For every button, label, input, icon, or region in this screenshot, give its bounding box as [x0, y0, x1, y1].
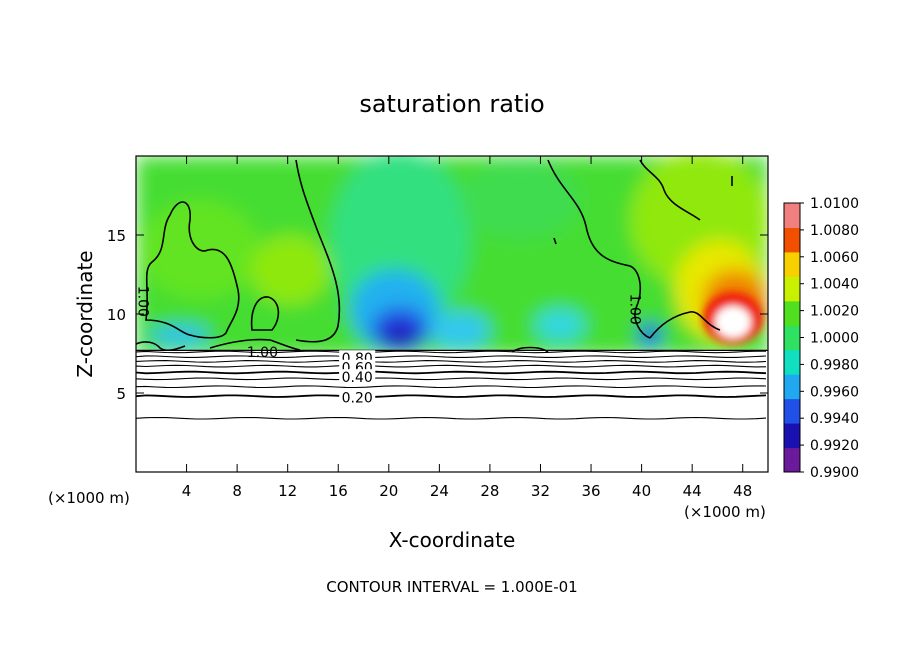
contour-interval-footer: CONTOUR INTERVAL = 1.000E-01 — [326, 578, 577, 596]
chart-title: saturation ratio — [359, 90, 544, 118]
colorbar-segment-10 — [784, 203, 800, 228]
x-tick-label-28: 28 — [480, 482, 499, 500]
colorbar-label-3: 0.9960 — [810, 384, 859, 400]
colorbar-segment-5 — [784, 325, 800, 351]
colorbar-label-9: 1.0080 — [810, 223, 859, 239]
colorbar-label-8: 1.0060 — [810, 250, 859, 266]
isoline-1 — [136, 394, 767, 398]
x-tick-label-40: 40 — [632, 482, 651, 500]
contour-label-0: 1.00 — [135, 286, 151, 317]
field-blob-6 — [430, 312, 490, 348]
contour-labels: 1.00 1.001.00 0.800.600.400.20 — [135, 286, 643, 407]
isoline-3 — [136, 377, 767, 381]
y-tick-label-5: 5 — [116, 385, 126, 403]
colorbar-label-4: 0.9980 — [810, 357, 859, 373]
field-blob-1 — [250, 235, 330, 305]
x-tick-label-36: 36 — [581, 482, 600, 500]
isoline-7 — [136, 355, 767, 358]
contour-label-2: 1.00 — [247, 345, 278, 361]
isoline-0 — [136, 416, 767, 420]
colorbar-segment-6 — [784, 300, 800, 326]
x-axis: 4 8 12 16 20 24 28 32 36 40 44 48 — [182, 156, 752, 500]
colorbar-segment-7 — [784, 276, 800, 302]
isoline-6 — [136, 360, 767, 363]
colorbar-segment-2 — [784, 398, 800, 424]
x-unit-right: (×1000 m) — [684, 503, 766, 521]
field-blob-8 — [460, 160, 580, 240]
x-unit-left: (×1000 m) — [48, 489, 130, 507]
supersat-center — [715, 306, 751, 338]
colorbar-segment-4 — [784, 349, 800, 375]
isoline-5 — [136, 364, 767, 368]
isoline-2 — [136, 385, 767, 389]
colorbar-label-5: 1.0000 — [810, 331, 859, 347]
x-tick-label-16: 16 — [329, 482, 348, 500]
y-tick-label-10: 10 — [107, 306, 126, 324]
field-blob-13 — [150, 325, 210, 345]
plot-area — [136, 156, 768, 472]
field-blob-7 — [535, 309, 585, 341]
contour-label-6: 0.20 — [342, 391, 373, 407]
x-axis-label: X-coordinate — [389, 528, 516, 552]
colorbar-segment-8 — [784, 251, 800, 277]
y-axis: 5 10 15 — [107, 227, 768, 403]
x-tick-label-12: 12 — [278, 482, 297, 500]
x-tick-label-20: 20 — [379, 482, 398, 500]
isoline-8 — [136, 350, 766, 354]
colorbar-segment-9 — [784, 227, 800, 253]
colorbar-label-2: 0.9940 — [810, 411, 859, 427]
colorbar-label-6: 1.0020 — [810, 304, 859, 320]
x-tick-label-24: 24 — [430, 482, 449, 500]
x-tick-label-44: 44 — [683, 482, 702, 500]
colorbar: 0.9900 0.9920 0.9940 0.9960 0.9980 1.0000 1.00… — [783, 196, 859, 481]
colorbar-label-7: 1.0040 — [810, 277, 859, 293]
colorbar-label-10: 1.0100 — [810, 196, 859, 212]
x-tick-label-48: 48 — [733, 482, 752, 500]
field-blob-5 — [384, 328, 416, 348]
colorbar-segment-3 — [784, 374, 800, 400]
x-tick-label-4: 4 — [182, 482, 192, 500]
colorbar-label-0: 0.9900 — [810, 465, 859, 481]
subsaturated-layer — [136, 350, 768, 472]
colorbar-segment-0 — [784, 447, 800, 473]
x-tick-label-8: 8 — [232, 482, 242, 500]
x-tick-label-32: 32 — [531, 482, 550, 500]
isoline-4 — [136, 370, 767, 375]
contour-label-1: 1.00 — [626, 294, 642, 325]
contour-label-5: 0.40 — [342, 370, 373, 386]
field-blob-12 — [638, 323, 662, 347]
colorbar-segment-1 — [784, 423, 800, 449]
colorbar-label-1: 0.9920 — [810, 438, 859, 454]
y-tick-label-15: 15 — [107, 227, 126, 245]
y-axis-label: Z-coordinate — [73, 250, 97, 377]
